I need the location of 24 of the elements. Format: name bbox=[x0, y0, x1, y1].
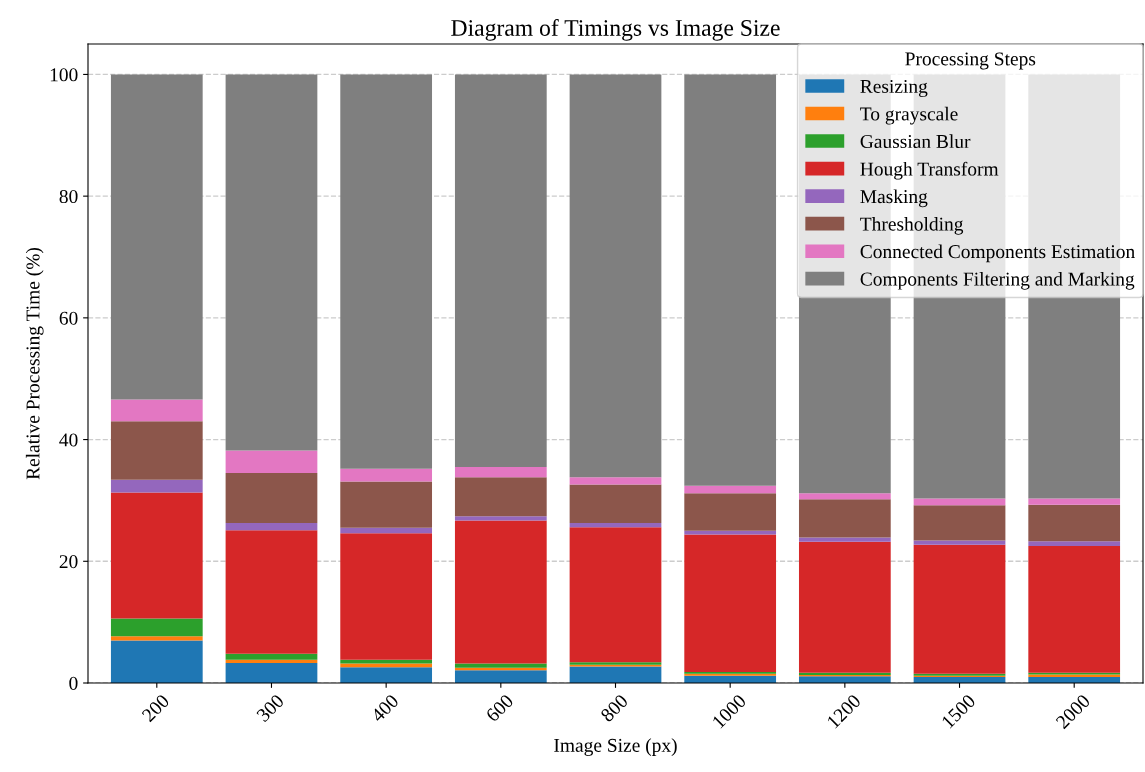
y-tick-label: 40 bbox=[59, 433, 78, 447]
legend-label: Masking bbox=[860, 189, 928, 208]
y-axis-title: Relative Processing Time (%) bbox=[25, 247, 44, 480]
legend-label: Thresholding bbox=[860, 216, 964, 235]
y-tick-label: 60 bbox=[59, 311, 78, 325]
legend-label: Gaussian Blur bbox=[860, 134, 971, 149]
x-tick-label: 1000 bbox=[711, 693, 747, 729]
chart-title: Diagram of Timings vs Image Size bbox=[451, 19, 780, 41]
x-tick-label: 300 bbox=[255, 693, 285, 723]
x-tick-label: 200 bbox=[141, 693, 171, 723]
x-axis-title: Image Size (px) bbox=[554, 738, 677, 756]
y-tick-label: 0 bbox=[69, 676, 78, 690]
x-tick-label: 400 bbox=[370, 693, 400, 723]
legend-label: To grayscale bbox=[860, 106, 958, 125]
x-tick-label: 600 bbox=[485, 693, 515, 723]
y-tick-label: 20 bbox=[59, 555, 78, 569]
legend-label: Hough Transform bbox=[860, 161, 999, 180]
legend-title: Processing Steps bbox=[905, 52, 1036, 70]
legend-label: Components Filtering and Marking bbox=[860, 271, 1135, 290]
x-tick-label: 800 bbox=[599, 693, 629, 723]
y-tick-label: 100 bbox=[50, 68, 78, 82]
legend-label: Resizing bbox=[860, 79, 928, 97]
legend-label: Connected Components Estimation bbox=[860, 244, 1135, 263]
y-tick-label: 80 bbox=[59, 189, 78, 204]
